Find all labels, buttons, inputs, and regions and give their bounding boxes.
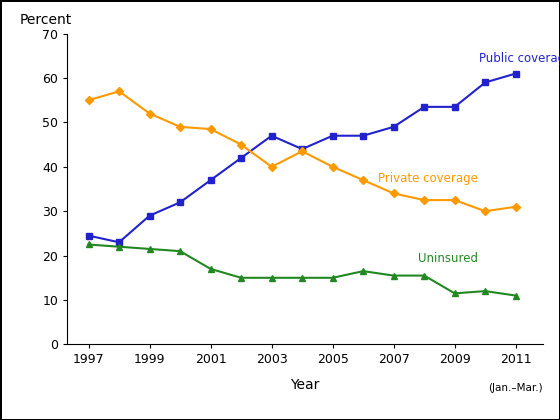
Text: (Jan.–Mar.): (Jan.–Mar.) xyxy=(488,383,543,393)
Text: Public coverage: Public coverage xyxy=(479,52,560,66)
X-axis label: Year: Year xyxy=(291,378,320,391)
Text: Private coverage: Private coverage xyxy=(379,172,478,185)
Text: Percent: Percent xyxy=(20,13,72,27)
Text: Uninsured: Uninsured xyxy=(418,252,478,265)
